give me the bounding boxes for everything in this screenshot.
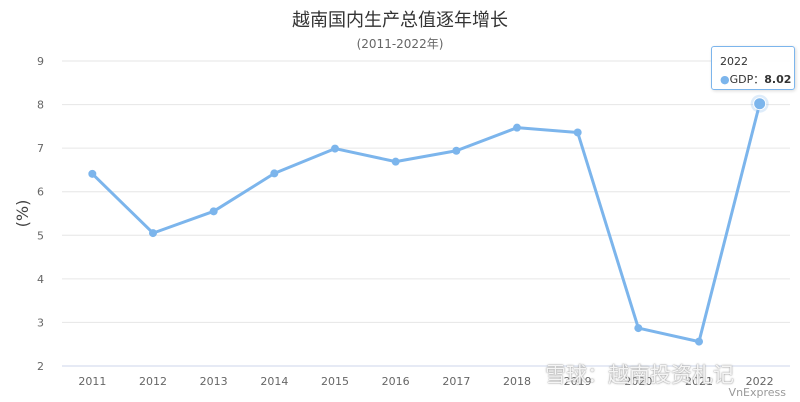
data-point	[209, 207, 218, 216]
source-label: VnExpress	[728, 386, 786, 399]
y-tick-label: 3	[37, 316, 44, 329]
data-point	[88, 169, 97, 178]
tooltip-series-label: GDP	[729, 73, 754, 86]
chart-subtitle: (2011-2022年)	[356, 37, 444, 51]
chart-title: 越南国内生产总值逐年增长	[292, 10, 508, 31]
x-tick-label: 2018	[503, 375, 531, 388]
data-point	[695, 337, 703, 346]
data-point	[634, 324, 643, 333]
x-tick-label: 2011	[78, 375, 106, 388]
x-tick-label: 2014	[260, 375, 288, 388]
y-tick-label: 9	[37, 55, 44, 68]
x-tick-label: 2020	[624, 375, 652, 388]
y-axis-title: (%)	[13, 200, 32, 228]
data-tooltip: 2022 ●GDP：8.02	[711, 46, 795, 90]
y-tick-label: 7	[37, 142, 44, 155]
data-point	[452, 146, 461, 155]
x-tick-label: 2016	[382, 375, 410, 388]
data-point	[149, 229, 157, 238]
x-tick-label: 2012	[139, 375, 167, 388]
x-tick-label: 2017	[442, 375, 470, 388]
data-point	[753, 97, 767, 111]
data-point	[513, 123, 521, 132]
series-line	[90, 102, 762, 344]
y-tick-label: 8	[37, 99, 44, 112]
x-tick-label: 2013	[200, 375, 228, 388]
data-point	[331, 144, 339, 153]
x-tick-label: 2022	[746, 375, 774, 388]
y-tick-label: 5	[37, 229, 44, 242]
x-tick-label: 2015	[321, 375, 349, 388]
data-point	[573, 128, 582, 137]
tooltip-value: 8.02	[764, 73, 792, 86]
x-tick-label: 2021	[685, 375, 713, 388]
y-tick-label: 6	[37, 186, 44, 199]
x-tick-label: 2019	[564, 375, 592, 388]
tooltip-dot-icon: ●	[720, 73, 730, 86]
data-point	[270, 169, 279, 178]
watermark: 雪球：越南投资札记	[545, 363, 734, 387]
y-tick-label: 2	[37, 360, 44, 373]
tooltip-year: 2022	[720, 55, 748, 68]
data-point	[391, 157, 400, 166]
y-tick-label: 4	[37, 273, 44, 286]
tooltip-row: ●GDP：8.02	[720, 73, 792, 86]
